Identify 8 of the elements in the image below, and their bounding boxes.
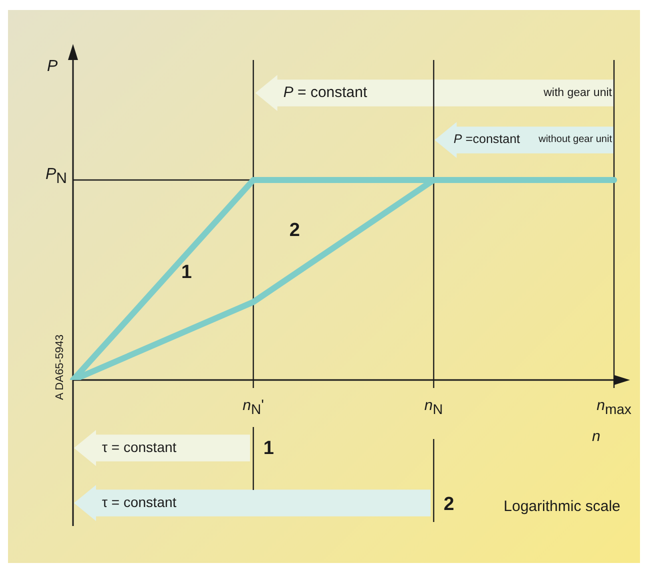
- text: Logarithmic scale: [504, 498, 620, 515]
- x-axis-title: n: [592, 428, 600, 445]
- text: P: [47, 58, 58, 76]
- text: 2: [444, 494, 454, 516]
- annotation: 2: [289, 220, 300, 242]
- text: A DA65-5943: [54, 334, 66, 400]
- annotation: 1: [181, 262, 192, 284]
- text: 1: [263, 438, 274, 460]
